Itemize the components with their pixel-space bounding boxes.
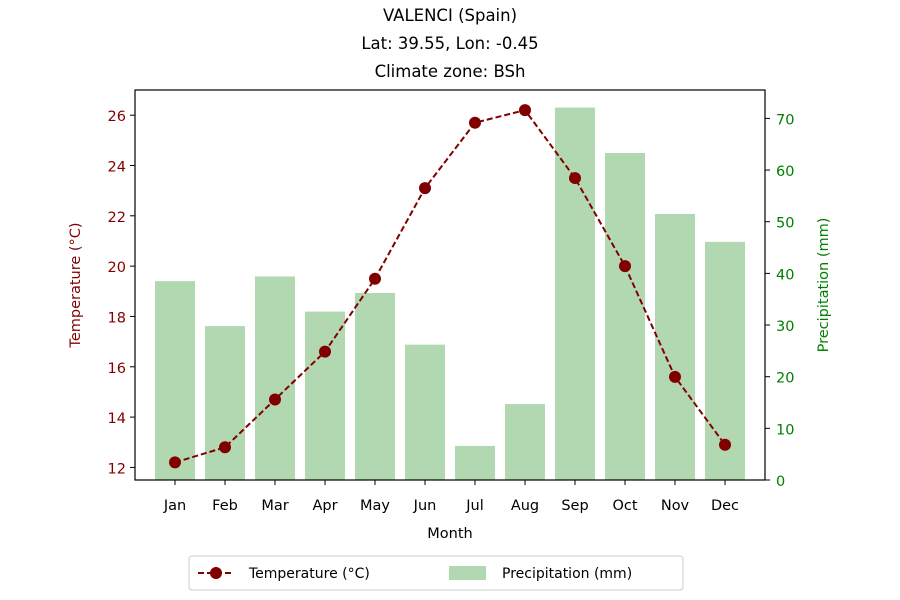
precipitation-tick-label: 30 xyxy=(776,319,794,335)
temperature-point-jan xyxy=(169,456,181,469)
month-tick-label: May xyxy=(360,498,390,514)
temperature-point-apr xyxy=(319,345,331,358)
month-tick-label: Aug xyxy=(511,498,539,514)
month-tick-label: Jun xyxy=(413,498,437,514)
precipitation-bar-apr xyxy=(305,311,345,480)
temperature-tick-label: 16 xyxy=(108,361,126,377)
left-axis-label: Temperature (°C) xyxy=(68,222,84,348)
month-tick-label: Dec xyxy=(711,498,739,514)
precipitation-bar-jun xyxy=(405,344,445,480)
precipitation-tick-label: 50 xyxy=(776,216,794,232)
month-tick-label: Sep xyxy=(561,498,588,514)
right-axis-label: Precipitation (mm) xyxy=(816,218,832,353)
precipitation-tick-label: 20 xyxy=(776,371,794,387)
precipitation-bar-may xyxy=(355,293,395,480)
month-tick-label: Jul xyxy=(465,498,484,514)
precipitation-bar-feb xyxy=(205,326,245,480)
month-tick-label: Feb xyxy=(212,498,238,514)
precipitation-tick-label: 0 xyxy=(776,474,785,490)
legend-temperature-marker xyxy=(210,567,222,579)
temperature-axis: 12 14 16 18 20 22 24 26 xyxy=(108,109,135,477)
temperature-tick-label: 22 xyxy=(108,210,126,226)
temperature-point-feb xyxy=(219,441,231,454)
temperature-tick-label: 26 xyxy=(108,109,126,125)
chart-title-line-2: Lat: 39.55, Lon: -0.45 xyxy=(361,34,538,53)
temperature-point-jul xyxy=(469,116,481,129)
precipitation-bar-jul xyxy=(455,445,495,480)
precipitation-axis: 0 10 20 30 40 50 60 70 xyxy=(765,112,794,490)
precipitation-bar-sep xyxy=(555,107,595,480)
precipitation-bar-nov xyxy=(655,213,695,480)
precipitation-bar-oct xyxy=(605,153,645,480)
legend-precipitation-label: Precipitation (mm) xyxy=(502,566,632,582)
temperature-line xyxy=(174,108,726,464)
temperature-point-nov xyxy=(669,370,681,383)
chart-title-line-3: Climate zone: BSh xyxy=(375,62,526,81)
temperature-tick-label: 12 xyxy=(108,461,126,477)
temperature-point-aug xyxy=(519,104,531,117)
legend-box xyxy=(188,555,684,591)
precipitation-tick-label: 70 xyxy=(776,112,794,128)
precipitation-bar-jan xyxy=(155,281,195,480)
precipitation-tick-label: 60 xyxy=(776,164,794,180)
x-axis-label: Month xyxy=(427,526,472,542)
month-tick-label: Nov xyxy=(661,498,690,514)
month-tick-label: Mar xyxy=(261,498,288,514)
legend-temperature-label: Temperature (°C) xyxy=(248,566,370,582)
precipitation-bar-aug xyxy=(505,404,545,480)
month-axis: Jan Feb Mar Apr May Jun Jul Aug Sep Oct Nov Dec xyxy=(163,480,739,514)
legend-precipitation-swatch xyxy=(449,566,486,580)
month-tick-label: Apr xyxy=(312,498,337,514)
temperature-tick-label: 24 xyxy=(108,159,126,175)
precipitation-bar-mar xyxy=(255,276,295,480)
plot-frame xyxy=(134,89,766,481)
temperature-point-sep xyxy=(569,172,581,185)
precipitation-tick-label: 40 xyxy=(776,267,794,283)
temperature-tick-label: 20 xyxy=(108,260,126,276)
precipitation-bars xyxy=(155,107,745,480)
legend: Temperature (°C) Precipitation (mm) xyxy=(188,555,684,591)
temperature-point-jun xyxy=(419,182,431,195)
temperature-tick-label: 18 xyxy=(108,310,126,326)
temperature-point-dec xyxy=(719,438,731,451)
chart-title-line-1: VALENCI (Spain) xyxy=(383,6,517,25)
temperature-point-oct xyxy=(619,260,631,273)
precipitation-tick-label: 10 xyxy=(776,422,794,438)
month-tick-label: Oct xyxy=(612,498,637,514)
month-tick-label: Jan xyxy=(163,498,186,514)
temperature-tick-label: 14 xyxy=(108,411,126,427)
temperature-point-mar xyxy=(269,393,281,406)
temperature-line-series xyxy=(169,104,731,469)
temperature-point-may xyxy=(369,272,381,285)
